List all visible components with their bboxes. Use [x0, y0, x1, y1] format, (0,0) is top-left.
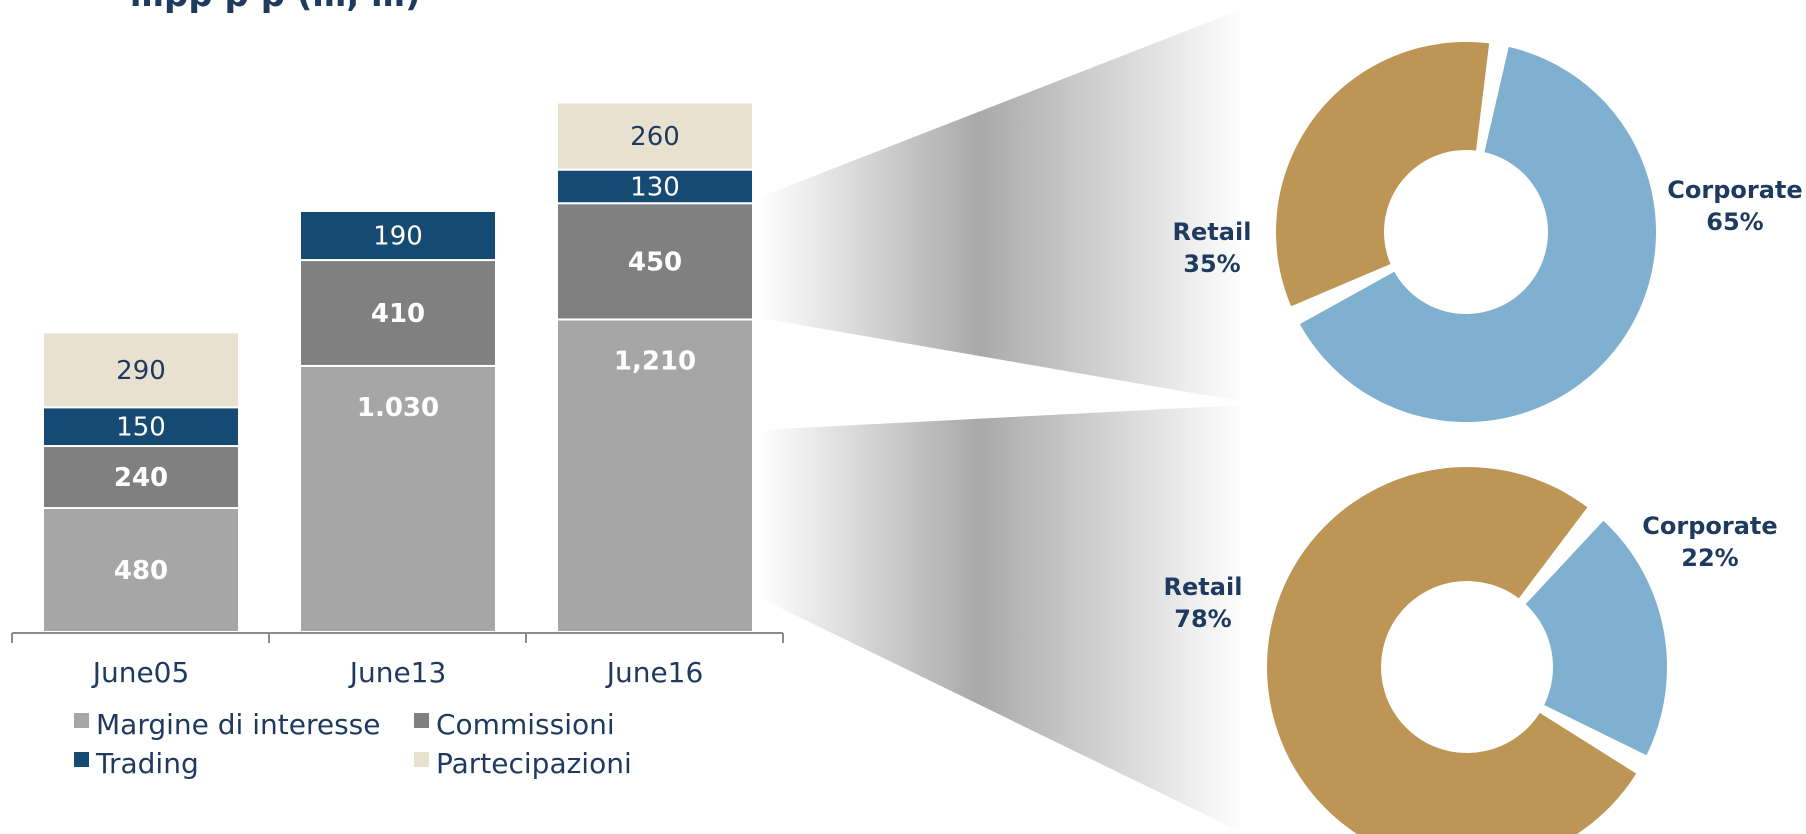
- bar-data-label: 260: [630, 122, 680, 152]
- bar-data-label: 290: [116, 356, 166, 386]
- donut-slice-percent: 22%: [1681, 544, 1738, 572]
- legend-label-commissioni: Commissioni: [436, 708, 615, 741]
- bar-segment-trading-june16: [556, 168, 754, 205]
- x-axis: June05 June13 June16: [11, 632, 784, 689]
- bar-data-label: 150: [116, 413, 166, 443]
- bar-segment-commissioni-june16: [556, 202, 754, 321]
- bar-segment-margine-di-interesse-june05: [42, 507, 240, 633]
- bar-data-label: 130: [630, 172, 680, 202]
- bar-segment-margine-di-interesse-june13: [299, 364, 497, 633]
- donut-slice-retail: [1276, 41, 1490, 307]
- x-tick-label: June16: [605, 656, 704, 689]
- donut-slice-percent: 65%: [1706, 208, 1763, 236]
- bar-segment-commissioni-june05: [42, 445, 240, 510]
- bar-legend: Margine di interesse Commissioni Trading Pa…: [74, 708, 632, 780]
- bar-segment-trading-june13: [299, 209, 497, 262]
- bar-data-label: 240: [114, 463, 168, 493]
- donut-slice-name: Corporate: [1667, 176, 1802, 204]
- legend-swatch-partecipazioni: [414, 752, 429, 767]
- donut-slice-retail: [1267, 467, 1637, 834]
- bar-segment-partecipazioni-june16: [556, 101, 754, 171]
- bar-data-label: 1.030: [357, 393, 439, 423]
- donut-slice-percent: 35%: [1183, 250, 1240, 278]
- bar-data-label: 480: [114, 556, 168, 586]
- legend-swatch-trading: [74, 752, 89, 767]
- donut-slice-percent: 78%: [1174, 605, 1231, 633]
- donut-slice-name: Retail: [1164, 573, 1243, 601]
- bar-segment-commissioni-june13: [299, 259, 497, 367]
- connector-band-top: [760, 8, 1245, 402]
- bar-segment-margine-di-interesse-june16: [556, 318, 754, 633]
- legend-label-partecipazioni: Partecipazioni: [436, 747, 632, 780]
- bar-data-label: 450: [628, 247, 682, 277]
- x-tick-label: June05: [91, 656, 190, 689]
- bar-data-label: 190: [373, 222, 423, 252]
- donut-slice-name: Retail: [1173, 218, 1252, 246]
- chart-title-fragment: …pp p p (…, …): [130, 0, 421, 15]
- bar-data-label: 1,210: [614, 346, 696, 376]
- bar-segment-partecipazioni-june05: [42, 331, 240, 409]
- donut-slice-corporate: [1525, 520, 1667, 756]
- bar-data-label: 410: [371, 299, 425, 329]
- legend-swatch-commissioni: [414, 713, 429, 728]
- donut-slice-name: Corporate: [1642, 512, 1777, 540]
- donut-chart-bottom: Corporate 22% Retail 78%: [1164, 467, 1778, 834]
- connector-band-bottom: [760, 405, 1245, 834]
- donut-chart-top: Corporate 65% Retail 35%: [1173, 41, 1803, 423]
- stacked-bar-chart: 480 240 150 290 1.030 410 190 1,210 450 130 260: [42, 101, 754, 633]
- legend-label-margine-di-interesse: Margine di interesse: [96, 708, 380, 741]
- donut-slice-corporate: [1299, 46, 1657, 423]
- legend-swatch-margine-di-interesse: [74, 713, 89, 728]
- x-tick-label: June13: [348, 656, 447, 689]
- legend-label-trading: Trading: [95, 747, 199, 780]
